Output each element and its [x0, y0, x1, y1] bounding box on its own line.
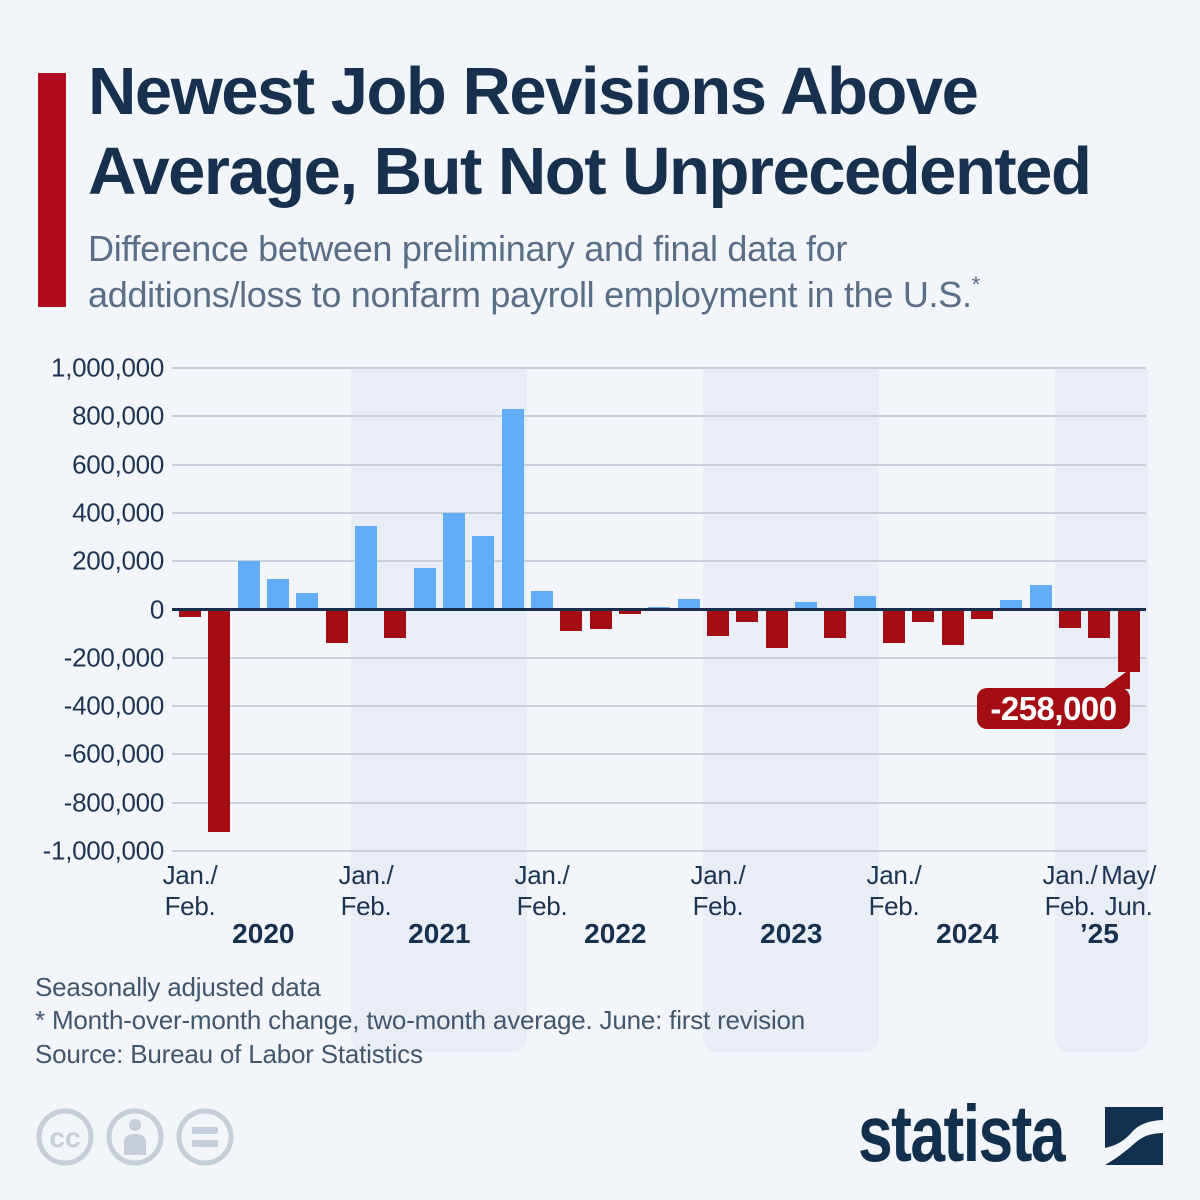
bar-25-mar-apr	[1088, 609, 1111, 639]
bar-2024-nov-dec	[1029, 585, 1052, 610]
bar-2023-sep-oct	[824, 609, 847, 639]
statista-logo-icon	[1105, 1107, 1163, 1170]
source-line: Source: Bureau of Labor Statistics	[35, 1039, 423, 1069]
bar-2021-may-jun	[413, 568, 436, 610]
gridline-600,000	[172, 463, 1146, 466]
statista-logo-text: statista	[858, 1089, 1066, 1178]
y-axis-label: 0	[149, 594, 164, 624]
year-band-2021	[351, 369, 528, 1052]
x-axis-year-label: ’25	[1079, 918, 1119, 949]
bar-2024-jan-feb	[882, 609, 905, 644]
gridline-800,000	[172, 415, 1146, 418]
y-axis-label: -1,000,000	[42, 835, 165, 866]
gridline--400,000	[172, 705, 1146, 708]
x-axis-year-label: 2021	[408, 918, 471, 949]
bar-2023-jan-feb	[706, 609, 729, 637]
y-axis-label: 600,000	[72, 449, 164, 480]
bar-2021-jul-aug	[442, 512, 465, 610]
y-axis-label: -200,000	[63, 642, 165, 673]
bar-25-may-jun	[1117, 609, 1140, 672]
gridline--600,000	[172, 753, 1146, 756]
y-axis-label: 200,000	[72, 545, 164, 576]
gridline--1,000,000	[172, 850, 1146, 852]
x-axis-month-label: Jan./ Feb.	[1042, 860, 1098, 921]
y-axis-label: -400,000	[63, 690, 165, 721]
chart-subtitle: Difference between preliminary and final…	[88, 226, 1178, 318]
gridline-400,000	[172, 511, 1146, 514]
page-title: Newest Job Revisions Above Average, But …	[88, 54, 1092, 209]
y-axis-label: -800,000	[63, 787, 165, 818]
callout-label: -258,000	[990, 690, 1117, 727]
bar-2023-may-jun	[765, 609, 788, 649]
cc-icon: cc	[36, 1108, 94, 1166]
x-axis-month-label: May/ Jun.	[1101, 860, 1157, 921]
bar-2022-nov-dec	[677, 598, 700, 610]
bar-2020-nov-dec	[325, 609, 348, 644]
x-axis-month-label: Jan./ Feb.	[690, 860, 746, 921]
zero-baseline	[172, 608, 1146, 611]
y-axis-label: -600,000	[63, 738, 165, 769]
x-axis-year-label: 2024	[936, 918, 999, 949]
x-axis-month-label: Jan./ Feb.	[162, 860, 218, 921]
bar-2022-jan-feb	[530, 591, 553, 610]
x-axis-year-label: 2020	[232, 918, 295, 949]
x-axis-month-label: Jan./ Feb.	[338, 860, 394, 921]
footnote-line-2: * Month-over-month change, two-month ave…	[35, 1005, 806, 1035]
x-axis-month-label: Jan./ Feb.	[514, 860, 570, 921]
bar-2024-sep-oct	[1000, 599, 1023, 610]
gridline-1,000,000	[172, 367, 1146, 369]
x-axis-month-label: Jan./ Feb.	[866, 860, 922, 921]
gridline-200,000	[172, 560, 1146, 563]
bar-2020-sep-oct	[296, 592, 319, 610]
bar-2023-jul-aug	[794, 602, 817, 610]
bar-2021-mar-apr	[384, 609, 407, 639]
gridline--200,000	[172, 656, 1146, 659]
equals-icon	[176, 1108, 234, 1166]
bar-2024-mar-apr	[912, 609, 935, 622]
bar-2024-may-jun	[941, 609, 964, 645]
bar-2020-may-jun	[237, 561, 260, 610]
license-icons: cc	[33, 1105, 261, 1174]
subtitle-text: Difference between preliminary and final…	[88, 228, 972, 315]
year-band-2023	[703, 369, 880, 1052]
gridline--800,000	[172, 801, 1146, 804]
bar-2022-may-jun	[589, 609, 612, 629]
footnotes: Seasonally adjusted data * Month-over-mo…	[35, 971, 805, 1037]
bar-25-jan-feb	[1058, 609, 1081, 628]
footnote-line-1: Seasonally adjusted data	[35, 972, 321, 1002]
value-callout: -258,000	[977, 688, 1130, 729]
x-axis-year-label: 2022	[584, 918, 647, 949]
bar-2020-jul-aug	[266, 579, 289, 610]
bar-2021-sep-oct	[472, 535, 495, 610]
bar-2022-mar-apr	[560, 609, 583, 632]
x-axis-year-label: 2023	[760, 918, 823, 949]
bar-2022-jul-aug	[618, 609, 641, 615]
bar-2023-nov-dec	[853, 596, 876, 610]
title-accent-bar	[38, 73, 66, 307]
y-axis-label: 800,000	[72, 400, 164, 431]
bar-2020-mar-apr	[208, 609, 231, 832]
bar-2021-nov-dec	[501, 409, 524, 610]
bar-2020-jan-feb	[179, 609, 201, 617]
footnote-marker: *	[971, 272, 981, 297]
bar-2021-jan-feb	[354, 526, 377, 610]
bar-2023-mar-apr	[736, 609, 759, 622]
attribution-icon	[106, 1108, 164, 1166]
y-axis-label: 1,000,000	[51, 352, 164, 383]
y-axis-label: 400,000	[72, 497, 164, 528]
svg-text:cc: cc	[49, 1122, 80, 1153]
bar-2024-jul-aug	[970, 609, 993, 620]
